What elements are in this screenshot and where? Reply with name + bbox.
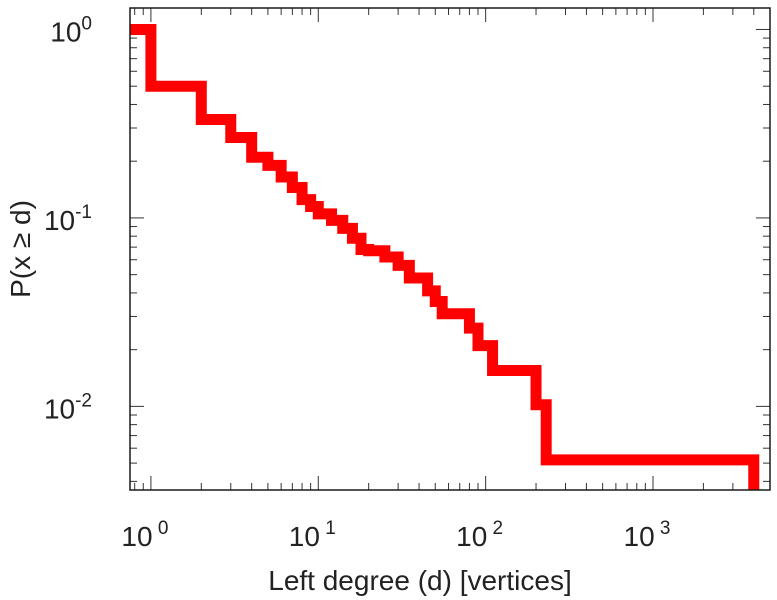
plot-frame	[129, 7, 771, 491]
x-tick-label: 10 2	[456, 518, 503, 552]
x-tick-label: 10 1	[289, 518, 336, 552]
y-tick-label: 10-1	[44, 202, 92, 236]
series-layer	[130, 23, 760, 490]
y-axis-title: P(x ≥ d)	[5, 200, 36, 298]
series-line-0	[130, 23, 760, 490]
x-tick-label: 10 3	[624, 518, 671, 552]
tick-labels: 10 0 10 1 10 2 10 3 100 10-1 10-2	[44, 13, 671, 552]
y-tick-label: 100	[50, 13, 92, 47]
y-tick-label: 10-2	[44, 390, 92, 424]
x-tick-label: 10 0	[121, 518, 168, 552]
tick-marks	[130, 8, 771, 490]
x-axis-title: Left degree (d) [vertices]	[268, 565, 571, 596]
